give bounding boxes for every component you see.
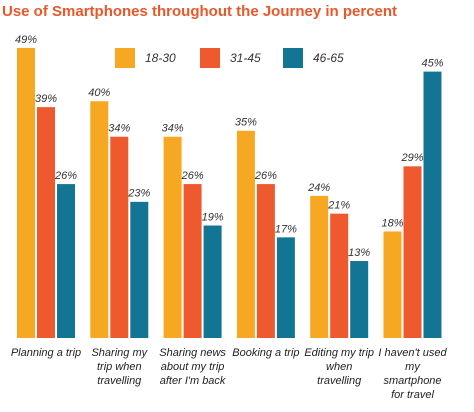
value-label: 34%: [162, 123, 184, 135]
bar: [57, 184, 75, 338]
value-label: 26%: [181, 170, 204, 182]
bar: [276, 237, 295, 338]
x-tick-label: Booking a trip: [232, 347, 300, 359]
bar: [163, 136, 182, 338]
value-label: 40%: [88, 87, 110, 99]
bar: [423, 71, 442, 338]
bar: [110, 136, 129, 338]
bar: [236, 130, 255, 338]
legend-label: 31-45: [230, 51, 261, 65]
x-tick-label: Editing my trip when travelling: [304, 347, 375, 387]
bar: [403, 166, 422, 338]
legend-swatch: [115, 48, 135, 68]
chart-title: Use of Smartphones throughout the Journe…: [2, 3, 397, 20]
bar: [183, 184, 202, 338]
value-label: 17%: [275, 223, 297, 235]
value-label: 35%: [235, 117, 257, 129]
value-label: 18%: [381, 217, 403, 229]
legend-swatch: [283, 48, 303, 68]
legend-label: 18-30: [145, 51, 176, 65]
legend-label: 46-65: [313, 51, 344, 65]
x-tick-label: I haven't used my smartphone for travel: [378, 347, 447, 401]
bar: [383, 231, 402, 338]
bar: [330, 213, 349, 338]
bar: [37, 107, 55, 339]
value-label: 24%: [307, 182, 330, 194]
value-label: 49%: [15, 34, 37, 46]
bar: [130, 201, 149, 338]
value-label: 26%: [254, 170, 277, 182]
value-label: 29%: [400, 152, 423, 164]
value-label: 19%: [202, 211, 224, 223]
bar: [203, 225, 222, 338]
value-label: 39%: [35, 93, 57, 105]
legend-swatch: [200, 48, 220, 68]
bar: [310, 195, 329, 338]
value-label: 21%: [327, 200, 350, 212]
value-label: 13%: [348, 247, 370, 259]
x-tick-label: Sharing my trip when travelling: [91, 347, 148, 387]
x-tick-label: Sharing news about my trip after I'm bac…: [159, 347, 226, 387]
bar: [350, 261, 369, 338]
value-label: 45%: [421, 58, 443, 70]
bar: [90, 101, 109, 338]
bar: [256, 184, 275, 338]
value-label: 26%: [54, 170, 77, 182]
x-tick-label: Planning a trip: [10, 347, 82, 359]
value-label: 23%: [127, 188, 150, 200]
bar: [17, 47, 35, 339]
value-label: 34%: [108, 123, 130, 135]
